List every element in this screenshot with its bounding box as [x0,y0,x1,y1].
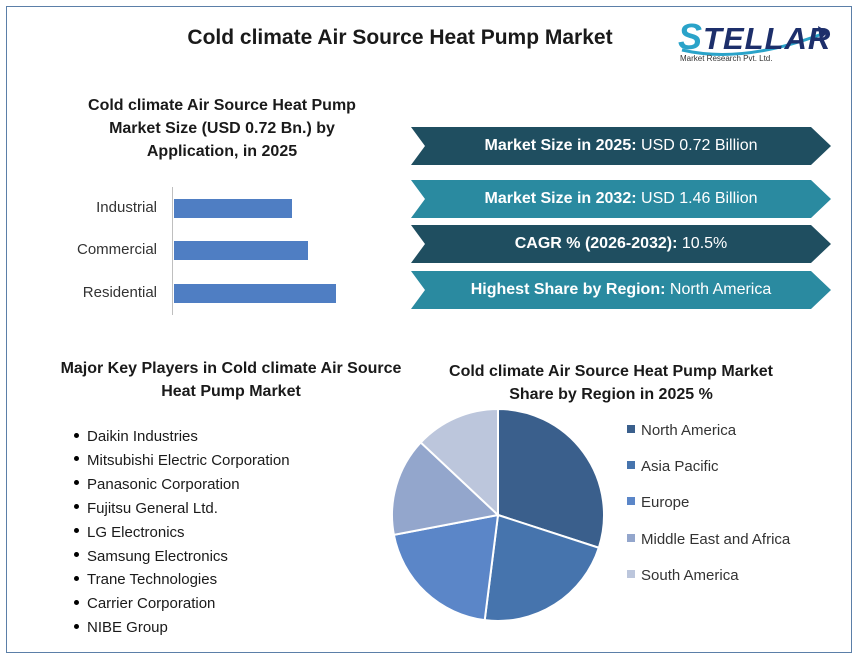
stellar-logo: STELLAR Market Research Pvt. Ltd. [672,12,832,68]
logo-swoosh-icon [681,26,828,56]
banner-text: Market Size in 2025: USD 0.72 Billion [484,137,758,154]
pie-chart-title: Cold climate Air Source Heat Pump Market… [449,363,773,403]
bullet-icon [74,480,79,486]
pie-legend: North America Asia Pacific Europe Middle Ea… [627,422,790,603]
legend-swatch [627,569,635,578]
infographic-frame [6,6,852,653]
logo-wordmark: STELLAR [678,16,832,57]
bullet-icon [74,552,79,558]
legend-swatch [627,425,635,434]
banner-arrow-shape [411,127,831,165]
bar-residential [174,284,336,303]
legend-swatch [627,497,635,506]
legend-swatch [627,461,635,470]
bullet-icon [74,575,79,581]
player-list-item: Daikin Industries [74,425,290,449]
bar-category-label: Industrial [96,199,157,216]
legend-swatch [627,533,635,542]
bullet-icon [74,432,79,438]
bar-category-label: Residential [82,284,157,301]
bullet-icon [74,623,79,629]
stat-banner: CAGR % (2026-2032): 10.5% [411,225,831,263]
banner-arrow-shape [411,271,831,309]
player-list-item: Mitsubishi Electric Corporation [74,449,290,473]
banner-arrow-shape [411,180,831,218]
banner-text: Highest Share by Region: North America [470,281,772,298]
legend-item: North America [627,422,790,458]
player-list-item: NIBE Group [74,616,290,640]
stat-banner: Market Size in 2025: USD 0.72 Billion [411,127,831,165]
logo-tagline: Market Research Pvt. Ltd. [680,54,773,63]
player-list-item: Fujitsu General Ltd. [74,497,290,521]
bar-chart-title: Cold climate Air Source Heat Pump Market… [88,97,356,160]
legend-item: Europe [627,494,790,530]
bar-chart-axis [172,187,173,315]
banner-text: CAGR % (2026-2032): 10.5% [514,235,728,252]
banner-text: Market Size in 2032: USD 1.46 Billion [484,190,758,207]
legend-item: Middle East and Africa [627,531,790,567]
stat-banner: Highest Share by Region: North America [411,271,831,309]
player-list-item: Carrier Corporation [74,592,290,616]
bar-commercial [174,241,308,260]
page-title: Cold climate Air Source Heat Pump Market [187,26,613,49]
bar-category-label: Commercial [76,241,157,258]
players-title: Major Key Players in Cold climate Air So… [60,360,402,400]
player-list-item: Panasonic Corporation [74,473,290,497]
bar-industrial [174,199,292,218]
bullet-icon [74,528,79,534]
stat-banner: Market Size in 2032: USD 1.46 Billion [411,180,831,218]
legend-item: South America [627,567,790,603]
player-list-item: Samsung Electronics [74,545,290,569]
bullet-icon [74,599,79,605]
players-list: Daikin Industries Mitsubishi Electric Cor… [74,425,290,640]
bullet-icon [74,504,79,510]
player-list-item: LG Electronics [74,521,290,545]
player-list-item: Trane Technologies [74,568,290,592]
legend-item: Asia Pacific [627,458,790,494]
banner-arrow-shape [411,225,831,263]
bullet-icon [74,456,79,462]
